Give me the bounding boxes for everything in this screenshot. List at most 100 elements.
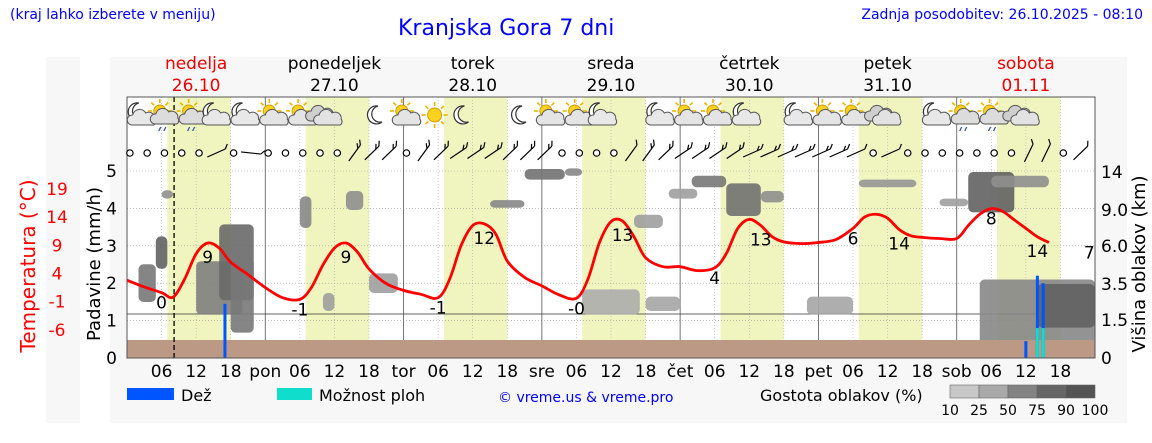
temperature-label: 12 — [473, 229, 495, 249]
x-tick-label: sob — [942, 362, 972, 382]
wind-strip — [126, 138, 1089, 163]
location-hint[interactable]: (kraj lahko izberete v meniju) — [10, 7, 216, 23]
sun-ray — [150, 101, 155, 106]
wind-calm-marker — [1007, 149, 1016, 157]
wind-barb — [726, 142, 745, 159]
precip-tick-label: 5 — [106, 162, 117, 182]
wind-shaft — [691, 147, 709, 159]
wind-shaft — [502, 145, 518, 161]
temp-tick-label: 9 — [52, 236, 63, 256]
sun-ray — [179, 101, 184, 106]
wind-shaft — [794, 148, 814, 158]
cloud-icon — [864, 104, 902, 126]
x-tick-label: 12 — [1015, 362, 1037, 382]
wind-barb — [467, 142, 486, 159]
rain-drop — [959, 126, 963, 132]
wind-barb — [794, 143, 816, 158]
density-value-label: 50 — [999, 403, 1017, 419]
daylight-band — [305, 97, 369, 358]
wind-feather — [635, 139, 638, 146]
x-tick-label: 06 — [980, 362, 1002, 382]
wind-feather — [496, 144, 500, 151]
wind-feather — [375, 143, 377, 150]
cloud-shape — [921, 108, 952, 126]
cloud-block — [490, 200, 525, 208]
wind-calm-marker — [973, 149, 981, 157]
temperature-label: 8 — [986, 210, 997, 230]
wind-barb — [364, 140, 380, 161]
wind-feather — [428, 139, 431, 146]
sun-rain-icon — [977, 99, 1009, 132]
wind-shaft — [674, 147, 692, 159]
precip-tick-label: 2 — [106, 274, 117, 294]
cloud-icon — [305, 104, 343, 126]
day-date: 01.11 — [1002, 76, 1051, 96]
sun-icon — [421, 102, 448, 128]
sun-ray — [703, 101, 708, 106]
weather-icon-strip — [126, 99, 1040, 132]
wind-barb — [1073, 140, 1089, 161]
cloud-shape — [391, 108, 422, 126]
cloud-shape — [201, 108, 232, 126]
day-date: 29.10 — [587, 76, 636, 96]
moon-shape — [453, 105, 469, 125]
sun-ray — [856, 101, 861, 106]
cloud-tick-label: 9.0 — [1101, 201, 1128, 221]
sun-ray — [440, 105, 445, 110]
wind-shaft — [846, 148, 866, 158]
wind-calm-marker — [610, 149, 618, 157]
wind-feather — [725, 142, 728, 148]
sun-ray — [164, 101, 169, 106]
storm-bar — [1035, 328, 1039, 358]
wind-barb — [658, 140, 674, 161]
rain-drop — [192, 126, 196, 132]
wind-barb — [449, 142, 469, 159]
x-tick-label: pet — [804, 362, 832, 382]
sun-ray — [689, 101, 694, 106]
sun-ray — [440, 120, 445, 125]
sun-ray — [718, 101, 723, 106]
day-date: 31.10 — [863, 76, 912, 96]
credit-link[interactable]: © vreme.us & vreme.pro — [498, 390, 673, 406]
sun-cloud-icon — [562, 99, 595, 126]
cloud-icon — [1002, 104, 1040, 126]
x-tick-label: 06 — [842, 362, 864, 382]
x-tick-label: čet — [667, 362, 694, 382]
cloud-shape — [812, 108, 842, 126]
cloud-shape — [783, 108, 814, 126]
sun-ray — [980, 101, 985, 106]
page-title: Kranjska Gora 7 dni — [398, 16, 615, 41]
cloud-tick-label: 0 — [1101, 349, 1112, 369]
x-tick-label: tor — [392, 362, 416, 382]
temperature-label: 4 — [709, 269, 720, 289]
wind-feather — [843, 145, 847, 152]
density-value-label: 10 — [941, 403, 959, 419]
rain-drop — [987, 126, 992, 132]
rain-bar — [1035, 275, 1039, 358]
wind-barb — [642, 139, 655, 162]
wind-shaft — [348, 144, 361, 162]
temp-tick-label: 19 — [46, 180, 68, 200]
wind-shaft — [709, 147, 727, 159]
precip-tick-label: 1 — [106, 312, 117, 332]
wind-feather — [864, 143, 868, 150]
wind-barb — [433, 140, 449, 161]
wind-feather — [224, 143, 228, 150]
cloud-shape — [645, 108, 675, 126]
wind-barb — [829, 143, 851, 158]
rain-drop — [992, 126, 997, 132]
wind-feather — [825, 145, 829, 152]
wind-calm-marker — [990, 149, 998, 157]
moon-shape — [366, 105, 383, 125]
daylight-band — [443, 97, 508, 358]
sun-cloud-icon — [257, 99, 289, 126]
wind-calm-marker — [402, 149, 411, 157]
sun-ray — [424, 120, 429, 125]
wind-shaft — [812, 148, 831, 158]
moon-cloud-icon — [645, 102, 675, 126]
x-tick-label: 12 — [738, 362, 760, 382]
sun-ray — [260, 101, 265, 106]
cloud-block — [726, 183, 761, 216]
wind-barb — [742, 143, 764, 158]
